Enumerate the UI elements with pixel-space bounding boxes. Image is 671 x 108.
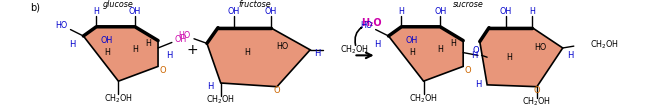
Text: OH: OH xyxy=(100,36,113,45)
Text: CH$_2$OH: CH$_2$OH xyxy=(340,44,368,56)
Text: OH: OH xyxy=(175,35,187,44)
Text: H: H xyxy=(529,7,535,16)
Text: H₂O: H₂O xyxy=(362,18,382,28)
Text: H: H xyxy=(374,40,380,49)
Text: H: H xyxy=(244,48,250,57)
Text: H: H xyxy=(314,49,321,58)
Text: O: O xyxy=(464,66,471,75)
Text: H: H xyxy=(507,53,512,62)
Text: b): b) xyxy=(30,2,40,12)
Text: O: O xyxy=(533,86,540,95)
Text: H: H xyxy=(69,40,76,49)
Text: OH: OH xyxy=(434,7,446,16)
Text: CH$_2$OH: CH$_2$OH xyxy=(206,93,236,106)
Text: OH: OH xyxy=(129,7,141,16)
Text: H: H xyxy=(132,45,138,54)
Text: CH$_2$OH: CH$_2$OH xyxy=(409,92,438,105)
Text: H: H xyxy=(567,51,573,60)
Text: HO: HO xyxy=(535,44,547,52)
Text: OH: OH xyxy=(499,7,512,16)
Text: OH: OH xyxy=(227,7,240,16)
Text: O: O xyxy=(473,46,479,55)
Text: fructose: fructose xyxy=(238,0,271,9)
Text: CH$_2$OH: CH$_2$OH xyxy=(590,39,619,52)
Text: H: H xyxy=(471,51,478,60)
Polygon shape xyxy=(480,28,563,87)
Text: CH$_2$OH: CH$_2$OH xyxy=(523,95,552,108)
Text: +: + xyxy=(187,43,198,57)
Text: H: H xyxy=(409,48,415,57)
Text: H: H xyxy=(399,7,405,16)
Text: H: H xyxy=(207,82,214,91)
Text: HO: HO xyxy=(178,31,191,40)
Text: OH: OH xyxy=(405,36,417,45)
Text: OH: OH xyxy=(264,7,276,16)
FancyArrowPatch shape xyxy=(355,27,362,45)
Polygon shape xyxy=(207,28,310,87)
Text: O: O xyxy=(274,86,280,95)
Text: H: H xyxy=(93,7,99,16)
Text: O: O xyxy=(159,66,166,75)
Text: glucose: glucose xyxy=(103,0,134,9)
Text: HO: HO xyxy=(360,21,372,30)
Text: H: H xyxy=(450,39,456,48)
Text: CH$_2$OH: CH$_2$OH xyxy=(104,92,133,105)
Text: sucrose: sucrose xyxy=(454,0,484,9)
Text: HO: HO xyxy=(276,42,289,51)
Text: H: H xyxy=(475,80,481,89)
Text: HO: HO xyxy=(55,21,67,30)
Polygon shape xyxy=(83,27,158,81)
Text: H: H xyxy=(145,39,151,48)
Text: H: H xyxy=(437,45,443,54)
Text: H: H xyxy=(166,51,172,60)
Polygon shape xyxy=(389,27,463,81)
Text: H: H xyxy=(105,48,110,57)
